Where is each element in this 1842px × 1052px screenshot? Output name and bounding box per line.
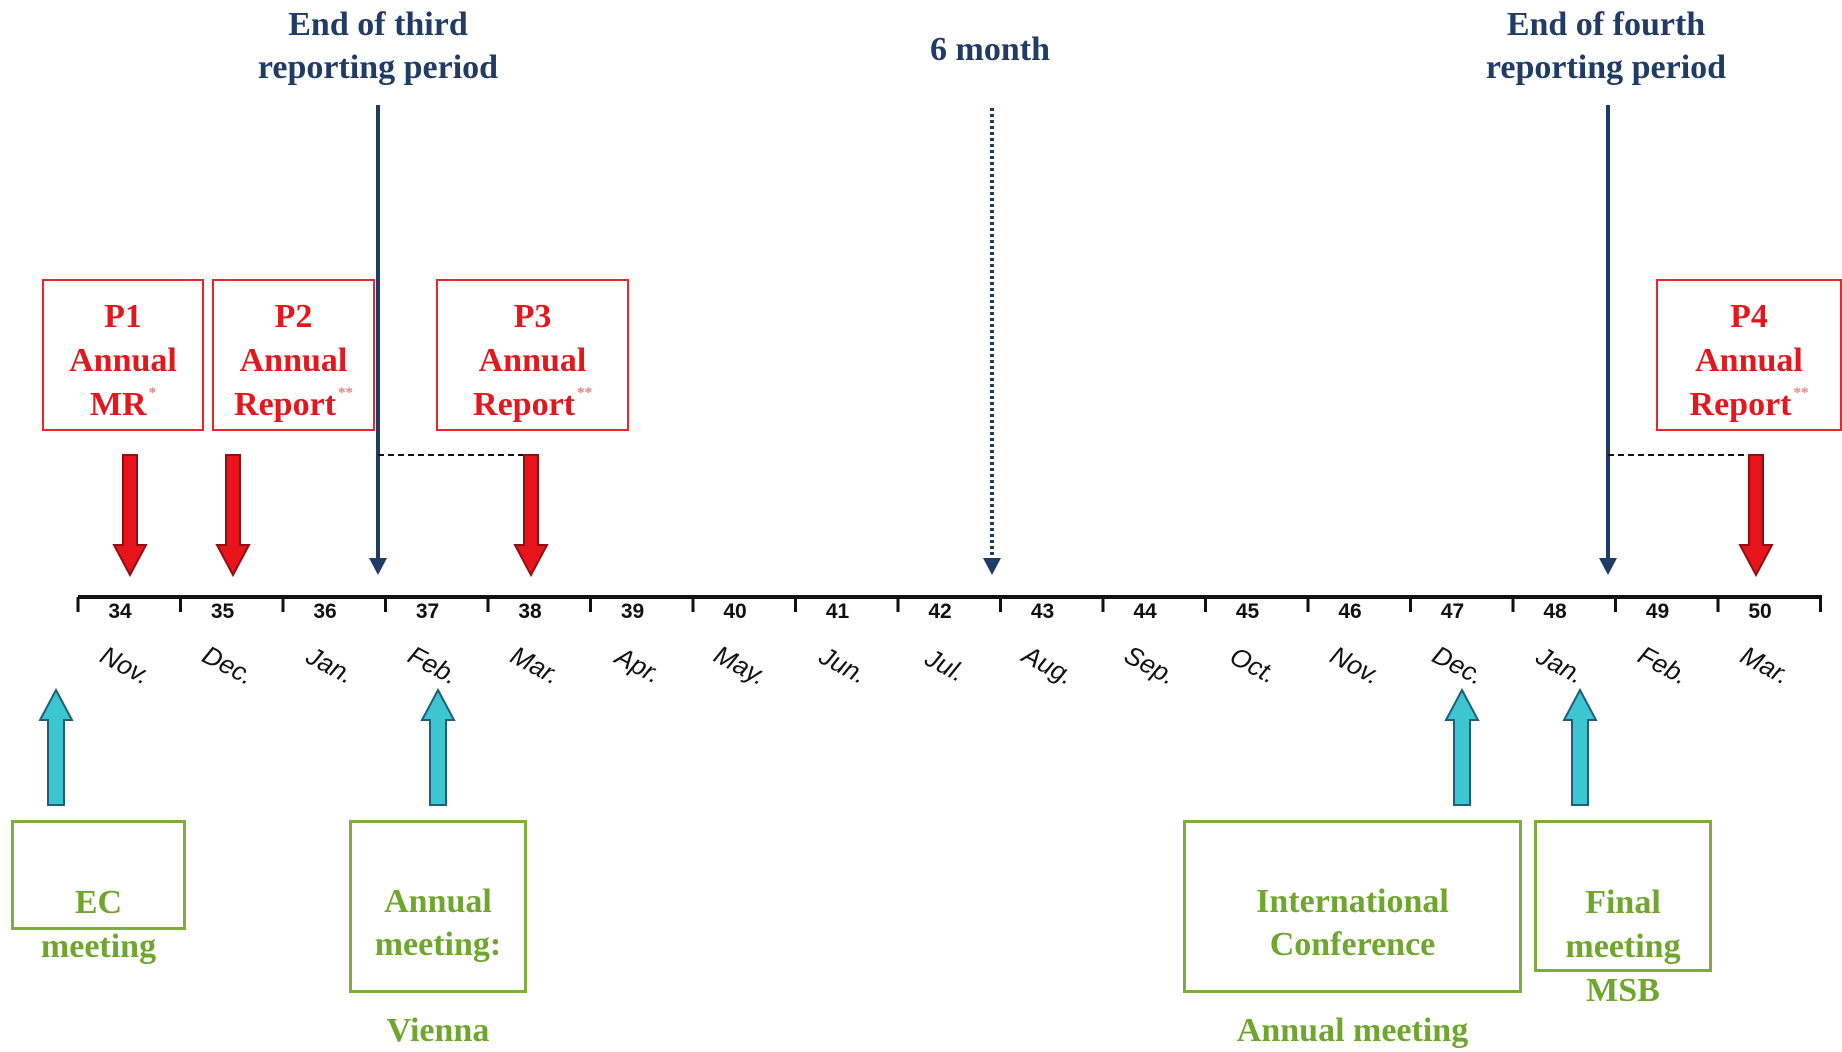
month-number: 34 bbox=[108, 600, 132, 623]
period-arrowhead bbox=[369, 558, 387, 575]
month-number: 40 bbox=[723, 600, 747, 623]
meeting-box-vienna: Annual meeting: Vienna bbox=[349, 820, 527, 1049]
report-p3-mark: ** bbox=[576, 385, 592, 401]
report-box-p3: P3 Annual Report ** bbox=[436, 279, 629, 431]
month-number: 35 bbox=[210, 600, 235, 623]
month-number: 46 bbox=[1338, 600, 1362, 623]
month-number: 48 bbox=[1543, 600, 1567, 623]
report-p1-line3: MR * bbox=[89, 385, 157, 423]
report-p2-line3: Report ** bbox=[234, 385, 353, 423]
meeting-box-international: International Conference Annual meeting bbox=[1183, 820, 1522, 1049]
month-number: 50 bbox=[1748, 600, 1772, 623]
report-box-p1: P1 Annual MR * bbox=[42, 279, 204, 431]
p1-down-arrow bbox=[112, 454, 148, 578]
month-number: 37 bbox=[415, 600, 440, 623]
month-number: 36 bbox=[313, 600, 337, 623]
report-p4-mark: ** bbox=[1793, 385, 1809, 401]
p3-down-arrow bbox=[513, 454, 549, 578]
six-month-label: 6 month bbox=[930, 31, 1050, 68]
end-third-period-label: End of third reporting period bbox=[257, 6, 499, 86]
month-number: 47 bbox=[1440, 600, 1465, 623]
meeting-vienna-text: Annual meeting: Vienna bbox=[374, 883, 502, 1049]
month-number: 39 bbox=[620, 600, 645, 623]
meeting-box-final: Final meeting MSB bbox=[1534, 820, 1712, 1009]
report-p1-mark: * bbox=[148, 385, 157, 401]
report-p4-line3: Report ** bbox=[1689, 385, 1809, 423]
report-box-p2: P2 Annual Report ** bbox=[212, 279, 375, 431]
end-fourth-period-label: End of fourth reporting period bbox=[1485, 6, 1727, 86]
meeting-final-text: Final meeting MSB bbox=[1565, 884, 1681, 1009]
month-number: 38 bbox=[518, 600, 542, 623]
month-number: 42 bbox=[928, 600, 952, 623]
ec-meeting-up-arrow bbox=[38, 687, 74, 806]
month-number: 45 bbox=[1235, 600, 1260, 623]
month-number: 49 bbox=[1645, 600, 1670, 623]
p4-down-arrow bbox=[1738, 454, 1774, 578]
meeting-box-ec: EC meeting bbox=[11, 820, 186, 965]
meeting-ec-text: EC meeting bbox=[40, 884, 157, 965]
month-number: 44 bbox=[1133, 600, 1157, 623]
report-p2-title: P2 bbox=[274, 298, 313, 335]
report-p3-line2: Annual bbox=[478, 342, 587, 379]
report-p1-line2: Annual bbox=[69, 342, 177, 379]
vienna-meeting-up-arrow bbox=[420, 687, 456, 806]
report-p4-title: P4 bbox=[1730, 298, 1768, 335]
timeline-diagram bbox=[38, 105, 1822, 806]
report-box-p4: P4 Annual Report ** bbox=[1656, 279, 1842, 431]
report-p3-title: P3 bbox=[513, 298, 552, 335]
report-p4-line2: Annual bbox=[1695, 342, 1803, 379]
period-arrowhead bbox=[1599, 558, 1617, 575]
final-meeting-up-arrow bbox=[1562, 687, 1598, 806]
meeting-international-text: International Conference Annual meeting bbox=[1236, 883, 1469, 1049]
report-p1-title: P1 bbox=[104, 298, 142, 335]
report-p2-line2: Annual bbox=[239, 342, 348, 379]
report-p2-mark: ** bbox=[337, 385, 353, 401]
timeline-axis-group bbox=[76, 595, 1822, 612]
arrows-group bbox=[38, 454, 1774, 806]
month-number: 41 bbox=[825, 600, 850, 623]
month-number: 43 bbox=[1030, 600, 1055, 623]
report-p3-line3: Report ** bbox=[473, 385, 592, 423]
six-month-arrowhead bbox=[983, 558, 1001, 575]
p2-down-arrow bbox=[215, 454, 251, 578]
period-markers-group bbox=[369, 105, 1756, 575]
international-conference-up-arrow bbox=[1444, 687, 1480, 806]
